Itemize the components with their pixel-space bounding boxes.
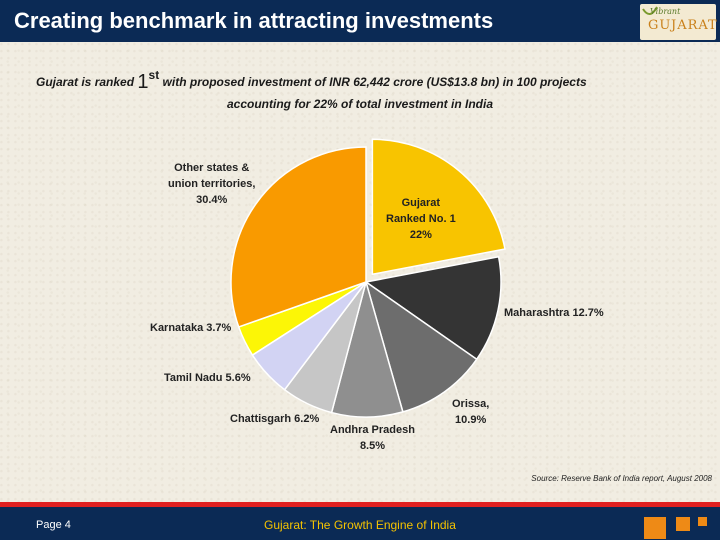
source-note: Source: Reserve Bank of India report, Au… bbox=[531, 474, 712, 483]
footer-square-medium bbox=[676, 517, 690, 531]
label-tamil-nadu: Tamil Nadu 5.6% bbox=[164, 372, 251, 384]
footer-bar: Page 4 Gujarat: The Growth Engine of Ind… bbox=[0, 507, 720, 540]
label-gujarat: Gujarat Ranked No. 1 22% bbox=[386, 195, 456, 243]
pie-slice-gujarat-ranked-no-1 bbox=[371, 138, 506, 276]
label-gujarat-line2: Ranked No. 1 bbox=[386, 213, 456, 225]
label-karnataka: Karnataka 3.7% bbox=[150, 322, 232, 334]
label-orissa: Orissa, 10.9% bbox=[452, 396, 489, 428]
subtitle-line-1: Gujarat is ranked 1st with proposed inve… bbox=[36, 68, 587, 94]
subtitle-prefix: Gujarat is ranked bbox=[36, 75, 135, 89]
subtitle-rest: with proposed investment of INR 62,442 c… bbox=[162, 75, 587, 89]
logo-main-text: GUJARAT bbox=[648, 18, 718, 33]
pie-slice-maharashtra bbox=[364, 255, 502, 361]
label-andhra-line1: Andhra Pradesh bbox=[330, 424, 415, 436]
rank-number: 1 bbox=[137, 71, 149, 93]
label-other-states: Other states & union territories, 30.4% bbox=[168, 160, 255, 208]
footer-red-line bbox=[0, 502, 720, 507]
slide-title: Creating benchmark in attracting investm… bbox=[14, 8, 494, 33]
label-gujarat-line1: Gujarat bbox=[401, 197, 441, 209]
label-others-line3: 30.4% bbox=[196, 194, 228, 206]
logo-top-text: Vibrant bbox=[650, 7, 681, 16]
subtitle-line-2: accounting for 22% of total investment i… bbox=[226, 97, 494, 111]
vibrant-gujarat-logo: Vibrant GUJARAT bbox=[640, 4, 718, 40]
label-maharashtra: Maharashtra 12.7% bbox=[504, 307, 604, 319]
footer-square-small bbox=[698, 517, 707, 526]
footer-title: Gujarat: The Growth Engine of India bbox=[264, 518, 456, 532]
label-orissa-line2: 10.9% bbox=[455, 414, 487, 426]
swoosh-icon bbox=[642, 6, 658, 15]
label-andhra-line2: 8.5% bbox=[359, 440, 386, 452]
label-chattisgarh: Chattisgarh 6.2% bbox=[230, 413, 320, 425]
label-others-line2: union territories, bbox=[168, 178, 256, 190]
label-orissa-line1: Orissa, bbox=[452, 398, 490, 410]
pie-slice-other-states-union-territories bbox=[230, 146, 367, 328]
label-andhra-pradesh: Andhra Pradesh 8.5% bbox=[330, 422, 415, 454]
rank-suffix: st bbox=[148, 68, 160, 82]
label-gujarat-line3: 22% bbox=[409, 229, 432, 241]
footer-square-large bbox=[644, 517, 666, 539]
title-bar: Creating benchmark in attracting investm… bbox=[0, 0, 720, 42]
page-number: Page 4 bbox=[36, 519, 71, 531]
label-others-line1: Other states & bbox=[174, 162, 250, 174]
